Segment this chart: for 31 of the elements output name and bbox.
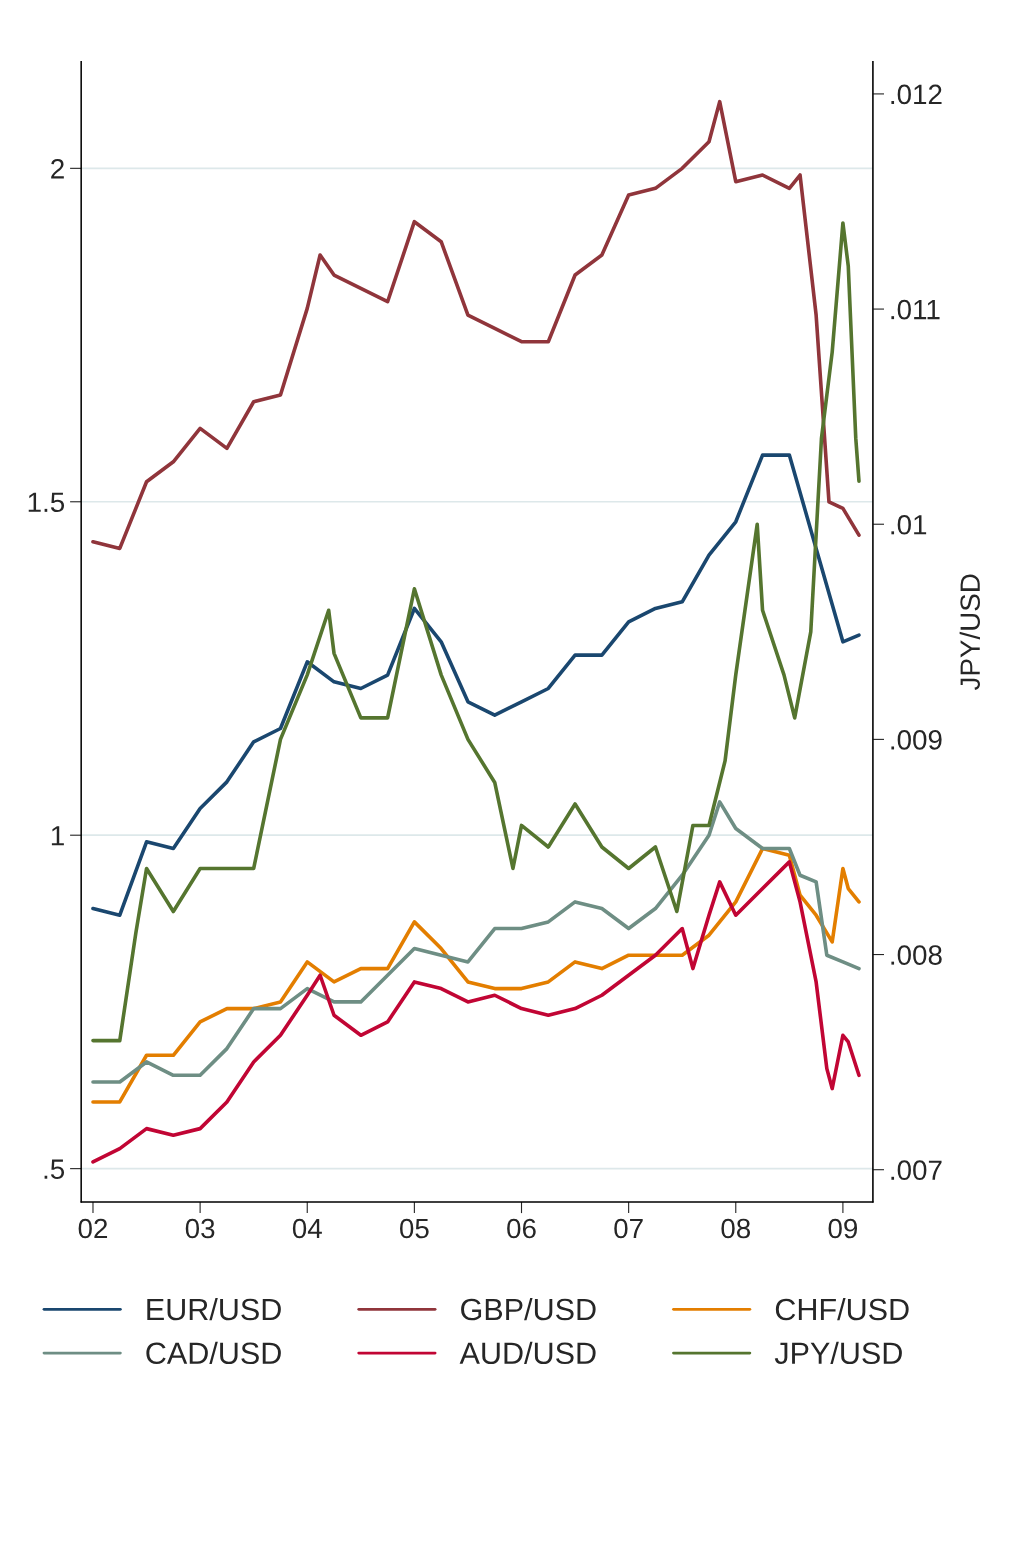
legend-label: CHF/USD: [775, 1297, 909, 1321]
y-tick-label: 1.5: [28, 492, 65, 513]
x-tick-label: 05: [400, 1218, 429, 1239]
line-series: [91, 846, 861, 1104]
line-series: [91, 453, 861, 918]
y2-tick-label: .011: [891, 299, 940, 320]
line-series: [91, 860, 861, 1164]
x-tick-label: 07: [614, 1218, 643, 1239]
y2-tick-label: .009: [891, 730, 942, 750]
x-tick-label: 03: [185, 1218, 215, 1239]
y2-axis-title: JPY/USD: [959, 574, 980, 691]
y2-tick-label: .01: [891, 514, 927, 535]
y2-tick-label: .007: [891, 1160, 942, 1181]
y2-tick-label: .012: [891, 84, 942, 105]
legend-label: AUD/USD: [459, 1341, 596, 1365]
legend-label: CAD/USD: [146, 1341, 281, 1365]
line-series: [91, 99, 861, 551]
x-tick-label: 06: [507, 1218, 536, 1239]
y2-tick-label: .008: [891, 945, 942, 965]
legend-label: GBP/USD: [461, 1297, 596, 1321]
line-series: [91, 800, 861, 1084]
x-tick-label: 04: [292, 1218, 322, 1239]
x-tick-label: 09: [828, 1218, 858, 1239]
y-tick-label: .5: [44, 1159, 65, 1179]
x-tick-label: 02: [78, 1218, 108, 1239]
legend-label: EUR/USD: [147, 1297, 281, 1321]
line-series: [91, 221, 861, 1043]
y-tick-label: 1: [51, 826, 64, 846]
legend-label: JPY/USD: [774, 1341, 902, 1365]
x-tick-label: 08: [721, 1218, 751, 1239]
y-tick-label: 2: [51, 159, 64, 179]
